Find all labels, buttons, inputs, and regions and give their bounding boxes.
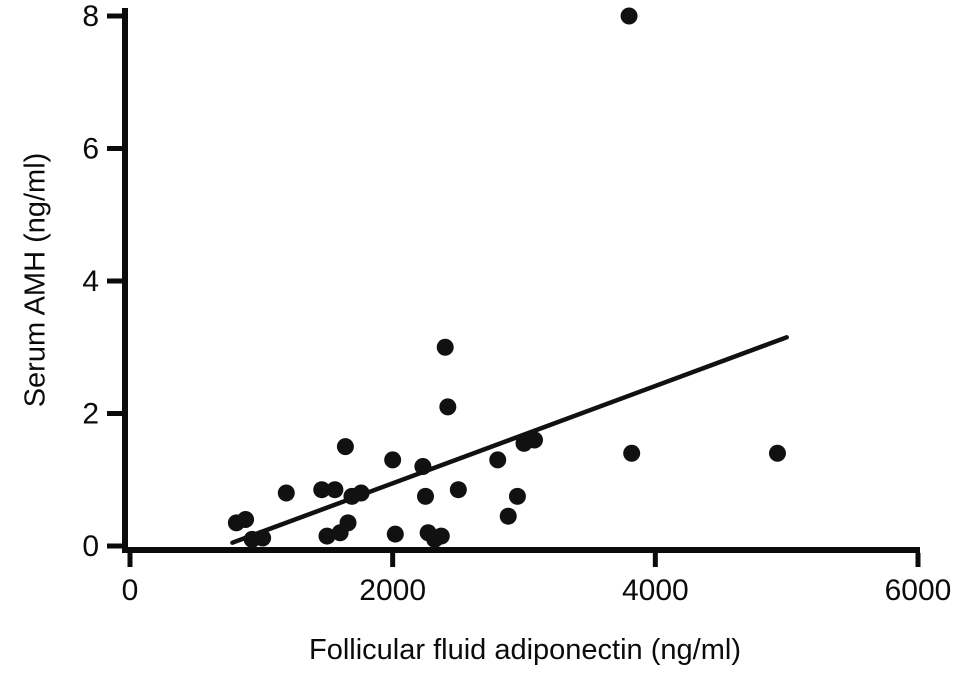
data-point <box>318 527 336 545</box>
data-point <box>449 481 467 499</box>
trend-line <box>230 335 789 545</box>
x-tick-label: 2000 <box>359 574 426 607</box>
data-point <box>620 7 638 25</box>
data-point <box>623 444 641 462</box>
data-point <box>326 481 344 499</box>
data-point <box>254 529 272 547</box>
data-point <box>499 507 517 525</box>
x-tick-label: 0 <box>122 574 139 607</box>
data-point <box>277 484 295 502</box>
y-tick-label: 4 <box>82 265 99 298</box>
y-tick-label: 6 <box>82 133 99 166</box>
data-point <box>508 487 526 505</box>
data-point <box>313 481 331 499</box>
data-point <box>339 514 357 532</box>
data-point <box>352 484 370 502</box>
data-point <box>526 431 544 449</box>
x-axis-title: Follicular fluid adiponectin (ng/ml) <box>309 634 741 666</box>
data-point <box>414 458 432 475</box>
data-point <box>386 525 404 543</box>
x-tick-label: 6000 <box>885 574 952 607</box>
data-point <box>237 511 255 528</box>
data-point <box>384 451 402 469</box>
data-point <box>436 338 454 356</box>
y-tick-label: 8 <box>82 0 99 33</box>
data-point <box>432 527 450 545</box>
data-point <box>417 487 434 505</box>
y-axis-title: Serum AMH (ng/ml) <box>19 152 52 408</box>
y-tick-label: 2 <box>82 398 99 431</box>
x-tick-label: 4000 <box>622 574 689 607</box>
data-point <box>768 444 786 462</box>
y-tick-label: 0 <box>82 530 99 563</box>
data-point <box>489 451 507 469</box>
data-point <box>336 438 354 456</box>
data-point <box>439 398 457 416</box>
